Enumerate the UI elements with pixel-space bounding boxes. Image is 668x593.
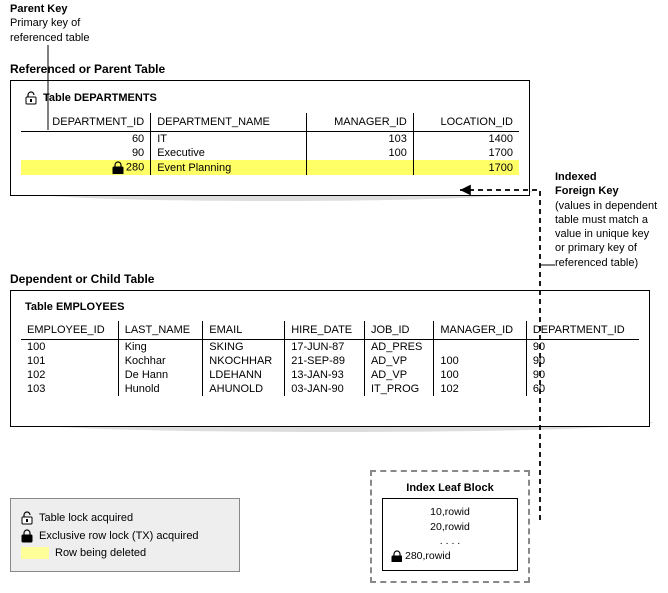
- departments-col-location_id: LOCATION_ID: [413, 113, 519, 132]
- legend: Table lock acquired Exclusive row lock (…: [10, 498, 240, 572]
- legend-row-deleted: Row being deleted: [21, 547, 229, 559]
- lock-open-icon: [25, 91, 37, 105]
- table-row: 101KochharNKOCHHAR21-SEP-89AD_VP10090: [21, 354, 639, 368]
- fk-desc2: table must match a: [555, 213, 665, 227]
- legend-row-table-lock: Table lock acquired: [21, 511, 229, 525]
- lock-open-icon: [21, 511, 33, 525]
- lock-closed-icon: [21, 529, 33, 543]
- index-line: 10,rowid: [391, 505, 509, 520]
- departments-col-department_id: DEPARTMENT_ID: [21, 113, 151, 132]
- employees-col-manager_id: MANAGER_ID: [434, 321, 526, 340]
- table-row: 102De HannLDEHANN13-JAN-93AD_VP10090: [21, 368, 639, 382]
- fk-title: Indexed: [555, 170, 665, 184]
- table-row: 280Event Planning1700: [21, 160, 519, 175]
- fk-desc4: or primary key of: [555, 241, 665, 255]
- index-line: 280,rowid: [391, 549, 509, 564]
- departments-col-manager_id: MANAGER_ID: [307, 113, 414, 132]
- table-row: 90Executive1001700: [21, 146, 519, 160]
- table-row: 60IT1031400: [21, 132, 519, 147]
- fk-desc1: (values in dependent: [555, 199, 665, 213]
- employees-col-email: EMAIL: [203, 321, 285, 340]
- departments-table: DEPARTMENT_IDDEPARTMENT_NAMEMANAGER_IDLO…: [21, 113, 519, 175]
- parent-key-desc2: referenced table: [10, 31, 90, 45]
- employees-panel: Table EMPLOYEES EMPLOYEE_IDLAST_NAMEEMAI…: [10, 290, 650, 427]
- fk-desc3: value in unique key: [555, 227, 665, 241]
- parent-key-title: Parent Key: [10, 2, 90, 16]
- parent-key-desc1: Primary key of: [10, 16, 90, 30]
- employees-table: EMPLOYEE_IDLAST_NAMEEMAILHIRE_DATEJOB_ID…: [21, 321, 639, 396]
- fk-desc5: referenced table): [555, 256, 665, 270]
- foreign-key-label: Indexed Foreign Key (values in dependent…: [555, 170, 665, 270]
- employees-col-employee_id: EMPLOYEE_ID: [21, 321, 118, 340]
- employees-col-department_id: DEPARTMENT_ID: [526, 321, 639, 340]
- lock-closed-icon: [112, 161, 124, 174]
- departments-col-department_name: DEPARTMENT_NAME: [151, 113, 307, 132]
- index-line: 20,rowid: [391, 520, 509, 535]
- employees-col-hire_date: HIRE_DATE: [285, 321, 365, 340]
- employees-col-job_id: JOB_ID: [364, 321, 433, 340]
- index-block-title: Index Leaf Block: [382, 482, 518, 494]
- index-leaf-block: Index Leaf Block 10,rowid20,rowid. . . .…: [370, 470, 530, 583]
- parent-table-section-title: Referenced or Parent Table: [10, 62, 530, 76]
- highlight-swatch: [21, 547, 49, 559]
- departments-panel: Table DEPARTMENTS DEPARTMENT_IDDEPARTMEN…: [10, 80, 530, 196]
- employees-title: Table EMPLOYEES: [25, 301, 639, 313]
- child-table-section-title: Dependent or Child Table: [10, 272, 650, 286]
- index-line: . . . .: [391, 534, 509, 549]
- table-row: 103HunoldAHUNOLD03-JAN-90IT_PROG10260: [21, 382, 639, 396]
- index-block-content: 10,rowid20,rowid. . . .280,rowid: [382, 498, 518, 571]
- lock-closed-icon: [391, 550, 402, 562]
- table-row: 100KingSKING17-JUN-87AD_PRES90: [21, 340, 639, 355]
- parent-key-label: Parent Key Primary key of referenced tab…: [10, 2, 90, 45]
- employees-col-last_name: LAST_NAME: [118, 321, 203, 340]
- fk-title2: Foreign Key: [555, 184, 665, 198]
- legend-row-row-lock: Exclusive row lock (TX) acquired: [21, 529, 229, 543]
- departments-title: Table DEPARTMENTS: [25, 91, 519, 105]
